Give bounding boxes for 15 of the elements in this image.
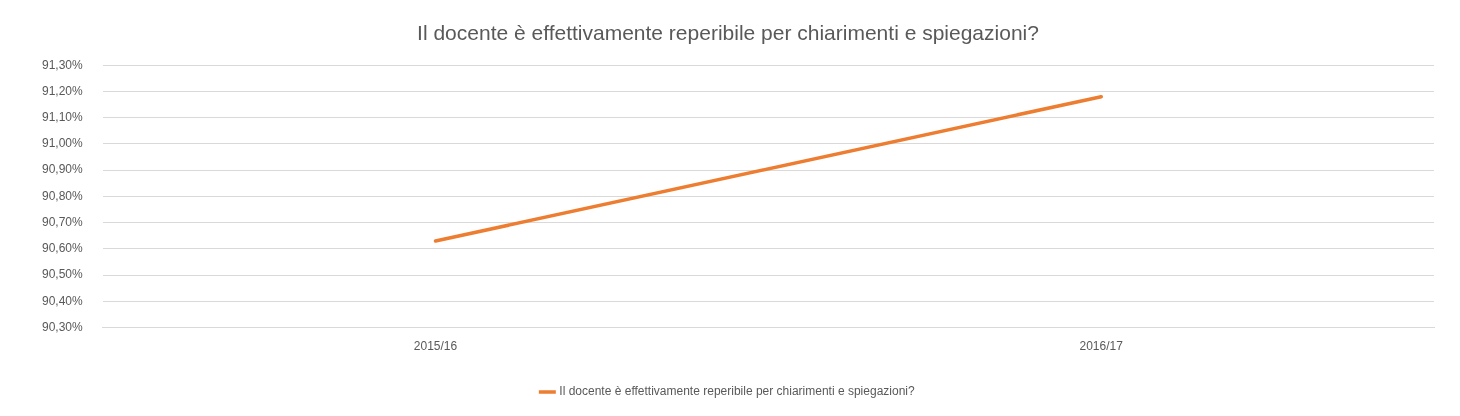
y-tick-label: 90,70% bbox=[42, 214, 84, 229]
y-tick-label: 91,20% bbox=[42, 83, 84, 98]
y-tick-label: 90,90% bbox=[42, 162, 84, 177]
legend-label: Il docente è effettivamente reperibile per chiarimenti e spiegazioni? bbox=[559, 384, 915, 399]
y-tick-label: 90,30% bbox=[42, 319, 84, 334]
y-tick-label: 90,50% bbox=[42, 267, 84, 282]
y-tick-label: 90,80% bbox=[42, 188, 84, 203]
y-tick-label: 90,40% bbox=[42, 293, 84, 308]
x-tick-label: 2016/17 bbox=[1079, 339, 1124, 354]
y-tick-label: 90,60% bbox=[42, 241, 84, 256]
y-tick-label: 91,30% bbox=[42, 57, 84, 72]
y-tick-label: 91,10% bbox=[42, 109, 84, 124]
chart-title: Il docente è effettivamente reperibile per chiarimenti e spiegazioni? bbox=[417, 21, 1039, 45]
y-tick-label: 91,00% bbox=[42, 136, 84, 151]
x-tick-label: 2015/16 bbox=[413, 339, 458, 354]
